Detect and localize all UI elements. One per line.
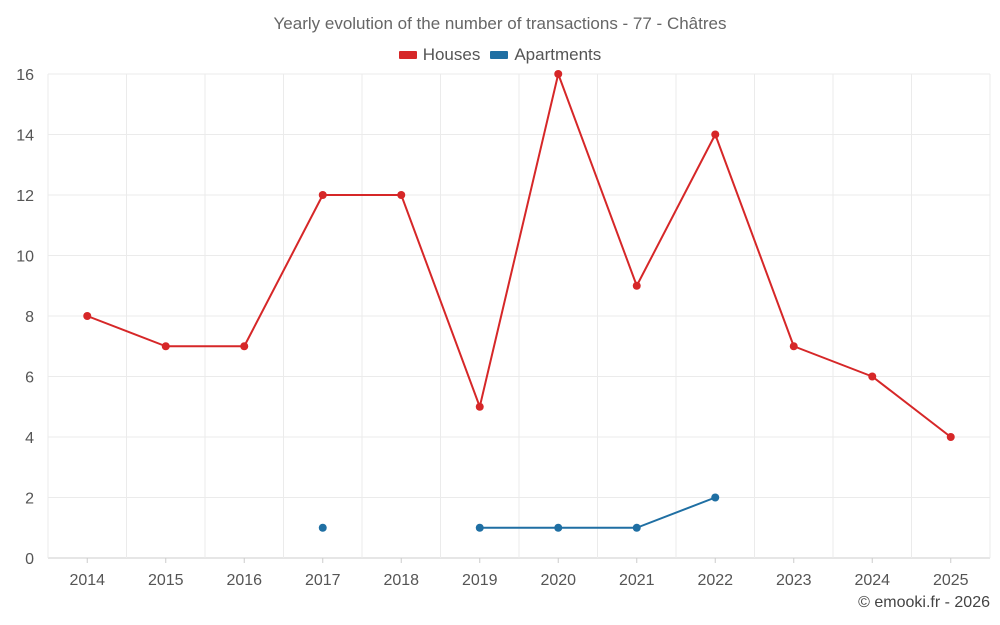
x-tick-label: 2023 bbox=[776, 572, 812, 589]
x-tick-label: 2016 bbox=[226, 572, 262, 589]
y-tick-label: 0 bbox=[25, 551, 34, 568]
credit-text: © emooki.fr - 2026 bbox=[858, 594, 990, 611]
data-point-apartments bbox=[632, 523, 641, 532]
data-point-houses bbox=[554, 70, 563, 78]
data-point-houses bbox=[318, 191, 327, 199]
data-point-apartments bbox=[475, 523, 484, 532]
data-point-apartments bbox=[318, 523, 327, 532]
y-tick-label: 12 bbox=[16, 188, 34, 205]
legend-label-houses: Houses bbox=[422, 45, 481, 64]
data-point-houses bbox=[240, 342, 249, 351]
data-point-apartments bbox=[554, 523, 563, 532]
data-point-houses bbox=[868, 372, 877, 381]
legend-swatch-apartments bbox=[490, 51, 509, 59]
data-point-houses bbox=[83, 312, 92, 320]
series-line-houses bbox=[86, 73, 952, 438]
x-tick-label: 2015 bbox=[148, 572, 184, 589]
data-point-apartments bbox=[711, 493, 720, 502]
x-tick-label: 2018 bbox=[383, 572, 419, 589]
x-tick-label: 2014 bbox=[69, 572, 105, 589]
data-point-houses bbox=[475, 402, 484, 411]
legend-label-apartments: Apartments bbox=[514, 45, 602, 64]
x-tick-label: 2021 bbox=[619, 572, 655, 589]
y-tick-label: 10 bbox=[16, 249, 34, 266]
y-tick-label: 8 bbox=[25, 309, 34, 326]
y-tick-label: 6 bbox=[25, 370, 34, 387]
x-tick-label: 2017 bbox=[305, 572, 341, 589]
y-tick-label: 4 bbox=[25, 430, 34, 447]
x-tick-label: 2020 bbox=[540, 572, 576, 589]
y-tick-label: 2 bbox=[25, 491, 34, 508]
data-point-houses bbox=[632, 281, 641, 290]
x-tick-label: 2022 bbox=[697, 572, 733, 589]
legend-item-apartments[interactable]: Apartments bbox=[490, 45, 601, 65]
data-point-houses bbox=[397, 191, 406, 199]
legend: Houses Apartments bbox=[0, 45, 1000, 65]
legend-swatch-houses bbox=[398, 51, 417, 59]
data-point-houses bbox=[946, 433, 955, 441]
y-tick-label: 14 bbox=[16, 128, 34, 145]
data-point-houses bbox=[789, 342, 798, 351]
chart-title: Yearly evolution of the number of transa… bbox=[273, 14, 727, 33]
x-tick-label: 2024 bbox=[854, 572, 890, 589]
legend-item-houses[interactable]: Houses bbox=[398, 45, 481, 65]
data-point-houses bbox=[161, 342, 170, 351]
data-point-houses bbox=[711, 130, 720, 139]
x-tick-label: 2025 bbox=[933, 572, 969, 589]
y-tick-label: 16 bbox=[16, 67, 34, 84]
x-tick-label: 2019 bbox=[462, 572, 498, 589]
series-line-apartments bbox=[479, 496, 716, 529]
